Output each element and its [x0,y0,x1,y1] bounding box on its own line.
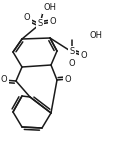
Text: O: O [24,14,30,22]
Text: O: O [65,75,71,84]
Text: S: S [69,48,75,57]
Text: O: O [81,51,87,60]
Text: OH: OH [90,32,103,40]
Text: OH: OH [44,3,56,12]
Text: O: O [1,75,7,84]
Text: S: S [37,20,43,28]
Text: O: O [50,18,56,27]
Text: O: O [69,60,75,69]
